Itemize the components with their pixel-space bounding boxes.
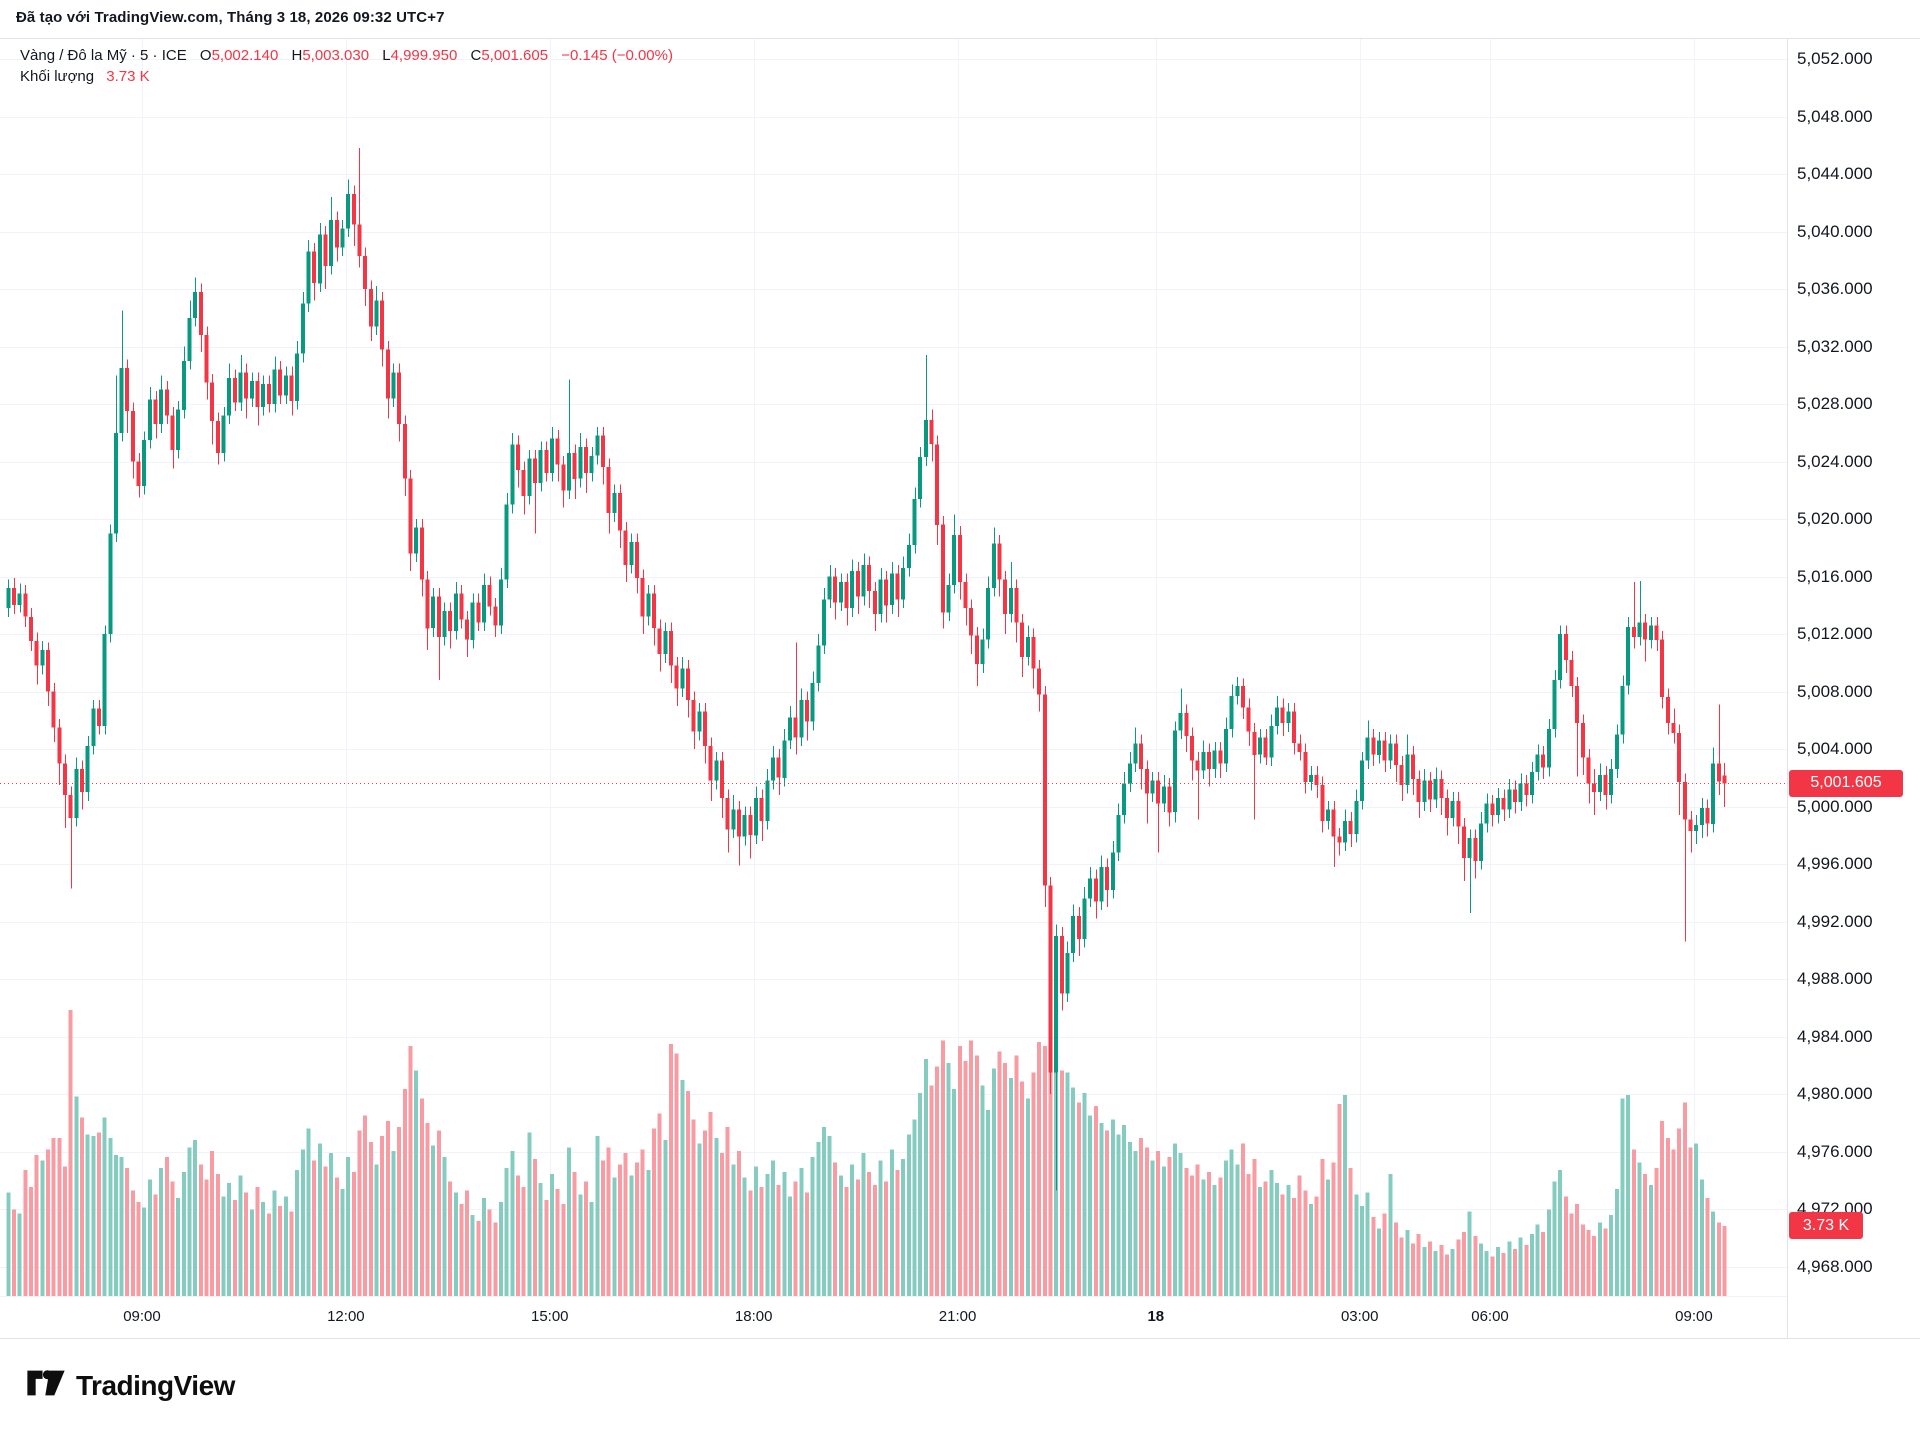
price-tick-label: 5,008.000 xyxy=(1797,681,1873,701)
high-label: H xyxy=(291,47,303,64)
price-tick-label: 4,996.000 xyxy=(1797,854,1873,873)
time-tick-label: 03:00 xyxy=(1340,1308,1379,1325)
tradingview-logo[interactable]: TradingView xyxy=(26,1368,235,1403)
price-tick-label: 5,036.000 xyxy=(1797,279,1873,298)
close-label: C xyxy=(470,47,482,64)
price-tick-label: 5,028.000 xyxy=(1797,394,1873,413)
price-tick-label: 5,016.000 xyxy=(1797,566,1873,586)
price-tick-label: 5,000.000 xyxy=(1797,796,1873,816)
candle-series xyxy=(6,148,1727,1191)
price-tick-label: 5,004.000 xyxy=(1797,739,1873,758)
price-tick-label: 4,984.000 xyxy=(1797,1026,1873,1046)
pane-top-border xyxy=(0,38,1920,39)
time-tick-label: 09:00 xyxy=(1675,1308,1713,1325)
time-tick-label: 06:00 xyxy=(1471,1308,1509,1325)
last-volume-badge: 3.73 K xyxy=(1789,1212,1863,1240)
close-value: 5,001.605 xyxy=(481,47,549,64)
price-tick-label: 4,976.000 xyxy=(1797,1141,1873,1161)
time-tick-label: 18:00 xyxy=(734,1308,773,1325)
price-tick-label: 5,032.000 xyxy=(1797,336,1873,356)
time-tick-label: 09:00 xyxy=(123,1308,161,1325)
price-axis[interactable]: 5,052.000 5,048.000 5,044.000 5,040.000 5,03… xyxy=(1787,38,1920,1338)
price-axis-border xyxy=(1787,38,1788,1338)
time-tick-label: 15:00 xyxy=(530,1308,569,1325)
legend-symbol-row[interactable]: Vàng / Đô la Mỹ · 5 · ICE O5,002.140 H5,… xyxy=(20,46,673,66)
low-value: 4,999.950 xyxy=(390,47,458,64)
change-value: −0.145 (−0.00%) xyxy=(561,47,673,64)
time-axis[interactable] xyxy=(0,1297,1787,1338)
time-tick-label: 12:00 xyxy=(327,1308,365,1325)
price-tick-label: 4,980.000 xyxy=(1797,1084,1873,1103)
time-tick-label: 21:00 xyxy=(938,1308,977,1325)
tradingview-logo-text: TradingView xyxy=(76,1369,235,1401)
price-tick-label: 5,040.000 xyxy=(1797,221,1873,241)
legend-volume-row[interactable]: Khối lượng 3.73 K xyxy=(20,67,673,87)
volume-indicator-value: 3.73 K xyxy=(106,68,150,85)
price-tick-label: 4,992.000 xyxy=(1797,911,1873,931)
low-label: L xyxy=(382,47,391,64)
tradingview-logo-icon xyxy=(26,1368,66,1403)
price-tick-label: 4,968.000 xyxy=(1797,1256,1873,1276)
time-tick-label: 18 xyxy=(1147,1308,1165,1325)
price-tick-label: 5,048.000 xyxy=(1797,106,1873,126)
price-tick-label: 5,024.000 xyxy=(1797,451,1873,471)
price-tick-label: 5,044.000 xyxy=(1797,164,1873,183)
attribution-text: Đã tạo với TradingView.com, Tháng 3 18, … xyxy=(16,9,445,26)
high-value: 5,003.030 xyxy=(302,47,370,64)
volume-indicator-label[interactable]: Khối lượng xyxy=(20,68,95,85)
open-value: 5,002.140 xyxy=(211,47,279,64)
last-price-badge: 5,001.605 xyxy=(1789,769,1903,797)
chart-bottom-border xyxy=(0,1338,1920,1339)
symbol-title[interactable]: Vàng / Đô la Mỹ · 5 · ICE xyxy=(20,47,187,64)
grid xyxy=(0,38,1787,1296)
price-tick-label: 5,020.000 xyxy=(1797,509,1873,528)
legend: Vàng / Đô la Mỹ · 5 · ICE O5,002.140 H5,… xyxy=(20,46,673,88)
open-label: O xyxy=(199,47,212,64)
price-tick-label: 5,012.000 xyxy=(1797,624,1873,643)
price-tick-label: 5,052.000 xyxy=(1797,49,1873,68)
volume-series xyxy=(6,1010,1727,1296)
price-tick-label: 4,988.000 xyxy=(1797,969,1873,988)
